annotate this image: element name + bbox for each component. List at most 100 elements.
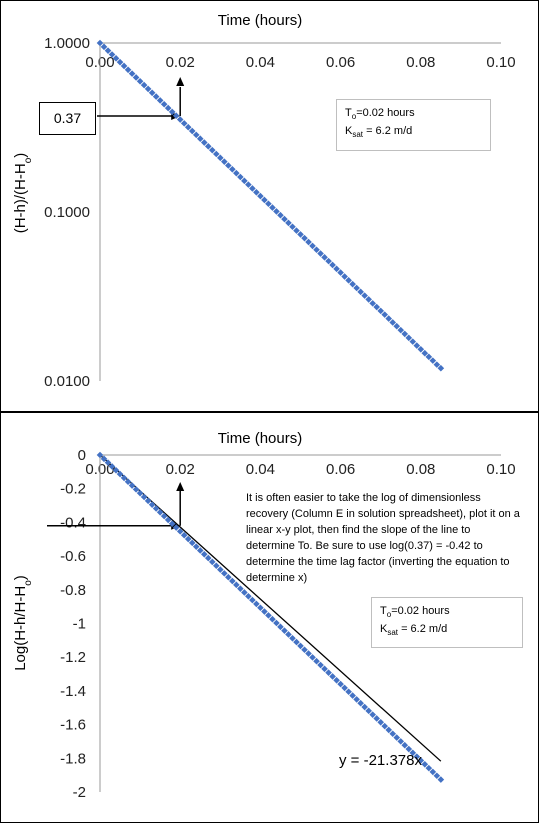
bottom-y-tick-label: -2 bbox=[73, 784, 86, 801]
top-callout-box: 0.37 bbox=[39, 102, 96, 135]
top-data-point bbox=[393, 322, 401, 330]
top-data-point bbox=[289, 223, 296, 231]
bottom-data-point bbox=[217, 566, 224, 573]
top-data-point bbox=[176, 116, 184, 123]
top-data-point bbox=[413, 342, 421, 349]
bottom-data-point bbox=[325, 669, 332, 676]
bottom-y-tick-label: -0.6 bbox=[60, 548, 86, 565]
top-x-axis-title: Time (hours) bbox=[218, 12, 302, 29]
bottom-data-point bbox=[301, 646, 308, 654]
bottom-data-point bbox=[369, 711, 376, 718]
bottom-data-point bbox=[96, 451, 104, 459]
top-data-point bbox=[425, 353, 433, 361]
bottom-data-point bbox=[357, 699, 364, 707]
bottom-data-point bbox=[249, 596, 256, 604]
top-data-point bbox=[265, 200, 272, 208]
bottom-data-point bbox=[204, 554, 212, 562]
top-data-point bbox=[389, 319, 397, 326]
bottom-data-point bbox=[164, 516, 172, 524]
bottom-data-point bbox=[160, 512, 168, 520]
bottom-data-point bbox=[353, 696, 360, 703]
bottom-x-tick-label: 0.06 bbox=[326, 461, 355, 478]
top-x-tick-label: 0.04 bbox=[246, 54, 275, 71]
bottom-data-point bbox=[225, 573, 232, 581]
bottom-data-point bbox=[144, 497, 152, 505]
bottom-y-tick-label: -0.4 bbox=[60, 514, 86, 531]
top-data-point bbox=[192, 131, 200, 139]
top-data-point bbox=[349, 280, 356, 288]
top-data-point bbox=[108, 51, 116, 58]
top-data-point bbox=[221, 158, 228, 165]
top-data-point bbox=[245, 181, 252, 188]
top-data-point bbox=[341, 273, 348, 280]
top-data-point bbox=[273, 208, 280, 215]
top-data-point bbox=[212, 150, 220, 158]
bottom-data-point bbox=[180, 531, 188, 539]
top-info-line-ksat: Ksat = 6.2 m/d bbox=[345, 125, 413, 140]
bottom-data-point bbox=[361, 703, 368, 711]
bottom-y-tick-label: -1.8 bbox=[60, 750, 86, 767]
top-info-box: To=0.02 hours Ksat = 6.2 m/d bbox=[336, 99, 491, 151]
top-data-point bbox=[305, 238, 312, 246]
top-data-point bbox=[188, 127, 196, 135]
bottom-chart-svg: 0.00 0.02 0.04 0.06 0.08 0.10 0-0.2-0.4-0.6-0… bbox=[12, 430, 516, 801]
bottom-data-point bbox=[397, 738, 405, 745]
bottom-data-point bbox=[100, 455, 108, 463]
bottom-data-point bbox=[212, 562, 220, 570]
bottom-data-point bbox=[337, 680, 344, 688]
top-data-point bbox=[152, 93, 160, 100]
bottom-data-point bbox=[176, 528, 184, 535]
bottom-data-point bbox=[385, 726, 393, 734]
bottom-data-point bbox=[365, 707, 372, 715]
bottom-data-point bbox=[393, 734, 401, 741]
bottom-y-tick-label: -1 bbox=[73, 616, 86, 633]
top-data-point bbox=[140, 81, 148, 89]
bottom-data-point bbox=[377, 718, 384, 726]
top-data-point bbox=[208, 146, 216, 154]
bottom-data-point bbox=[429, 768, 437, 776]
bottom-data-point bbox=[229, 577, 236, 585]
bottom-info-line-ksat: Ksat = 6.2 m/d bbox=[380, 623, 448, 638]
top-data-point bbox=[421, 349, 429, 357]
bottom-x-tick-label: 0.04 bbox=[246, 461, 275, 478]
top-data-point bbox=[253, 188, 260, 196]
top-data-point bbox=[237, 173, 244, 181]
bottom-chart-panel: 0.00 0.02 0.04 0.06 0.08 0.10 0 -0.2 -0.4 -0.6 -0… bbox=[0, 412, 539, 823]
top-data-point bbox=[313, 246, 320, 254]
top-data-point bbox=[132, 74, 140, 81]
top-data-point bbox=[317, 250, 324, 257]
top-data-point bbox=[112, 55, 120, 62]
top-data-point bbox=[257, 192, 264, 200]
top-data-point bbox=[136, 77, 144, 85]
top-data-point bbox=[373, 303, 380, 311]
bottom-info-line-to: To=0.02 hours bbox=[380, 605, 450, 620]
bottom-data-point bbox=[421, 760, 429, 768]
bottom-data-point bbox=[253, 600, 260, 608]
top-data-point bbox=[241, 177, 248, 185]
bottom-data-point bbox=[329, 673, 336, 680]
bottom-data-point bbox=[200, 550, 208, 558]
bottom-info-box: To=0.02 hours Ksat = 6.2 m/d bbox=[371, 597, 523, 648]
top-data-point bbox=[333, 265, 340, 273]
top-chart-panel: 0.00 0.02 0.04 0.06 0.08 0.10 1.0000 0.1000 0.0… bbox=[0, 0, 539, 412]
top-data-point bbox=[164, 104, 172, 112]
bottom-data-point bbox=[321, 665, 328, 673]
bottom-data-point bbox=[221, 570, 228, 577]
top-data-point bbox=[104, 47, 112, 54]
bottom-data-point bbox=[245, 592, 252, 600]
top-data-point bbox=[325, 257, 332, 265]
bottom-data-point bbox=[233, 581, 240, 589]
top-data-point bbox=[297, 231, 304, 238]
top-x-tick-label: 0.08 bbox=[406, 54, 435, 71]
bottom-data-point bbox=[349, 692, 356, 699]
top-data-point bbox=[429, 357, 437, 364]
bottom-data-point bbox=[381, 722, 389, 730]
top-data-point bbox=[180, 120, 188, 127]
top-data-point bbox=[196, 135, 204, 142]
bottom-data-point bbox=[168, 520, 176, 528]
top-y-axis-title: (H-h)/(H-Ho) bbox=[12, 153, 34, 234]
top-y-tick-label: 0.0100 bbox=[44, 373, 90, 390]
bottom-x-axis-title: Time (hours) bbox=[218, 430, 302, 447]
bottom-data-point bbox=[293, 638, 300, 646]
bottom-y-axis-title: Log(H-h/H-Ho) bbox=[12, 575, 34, 671]
